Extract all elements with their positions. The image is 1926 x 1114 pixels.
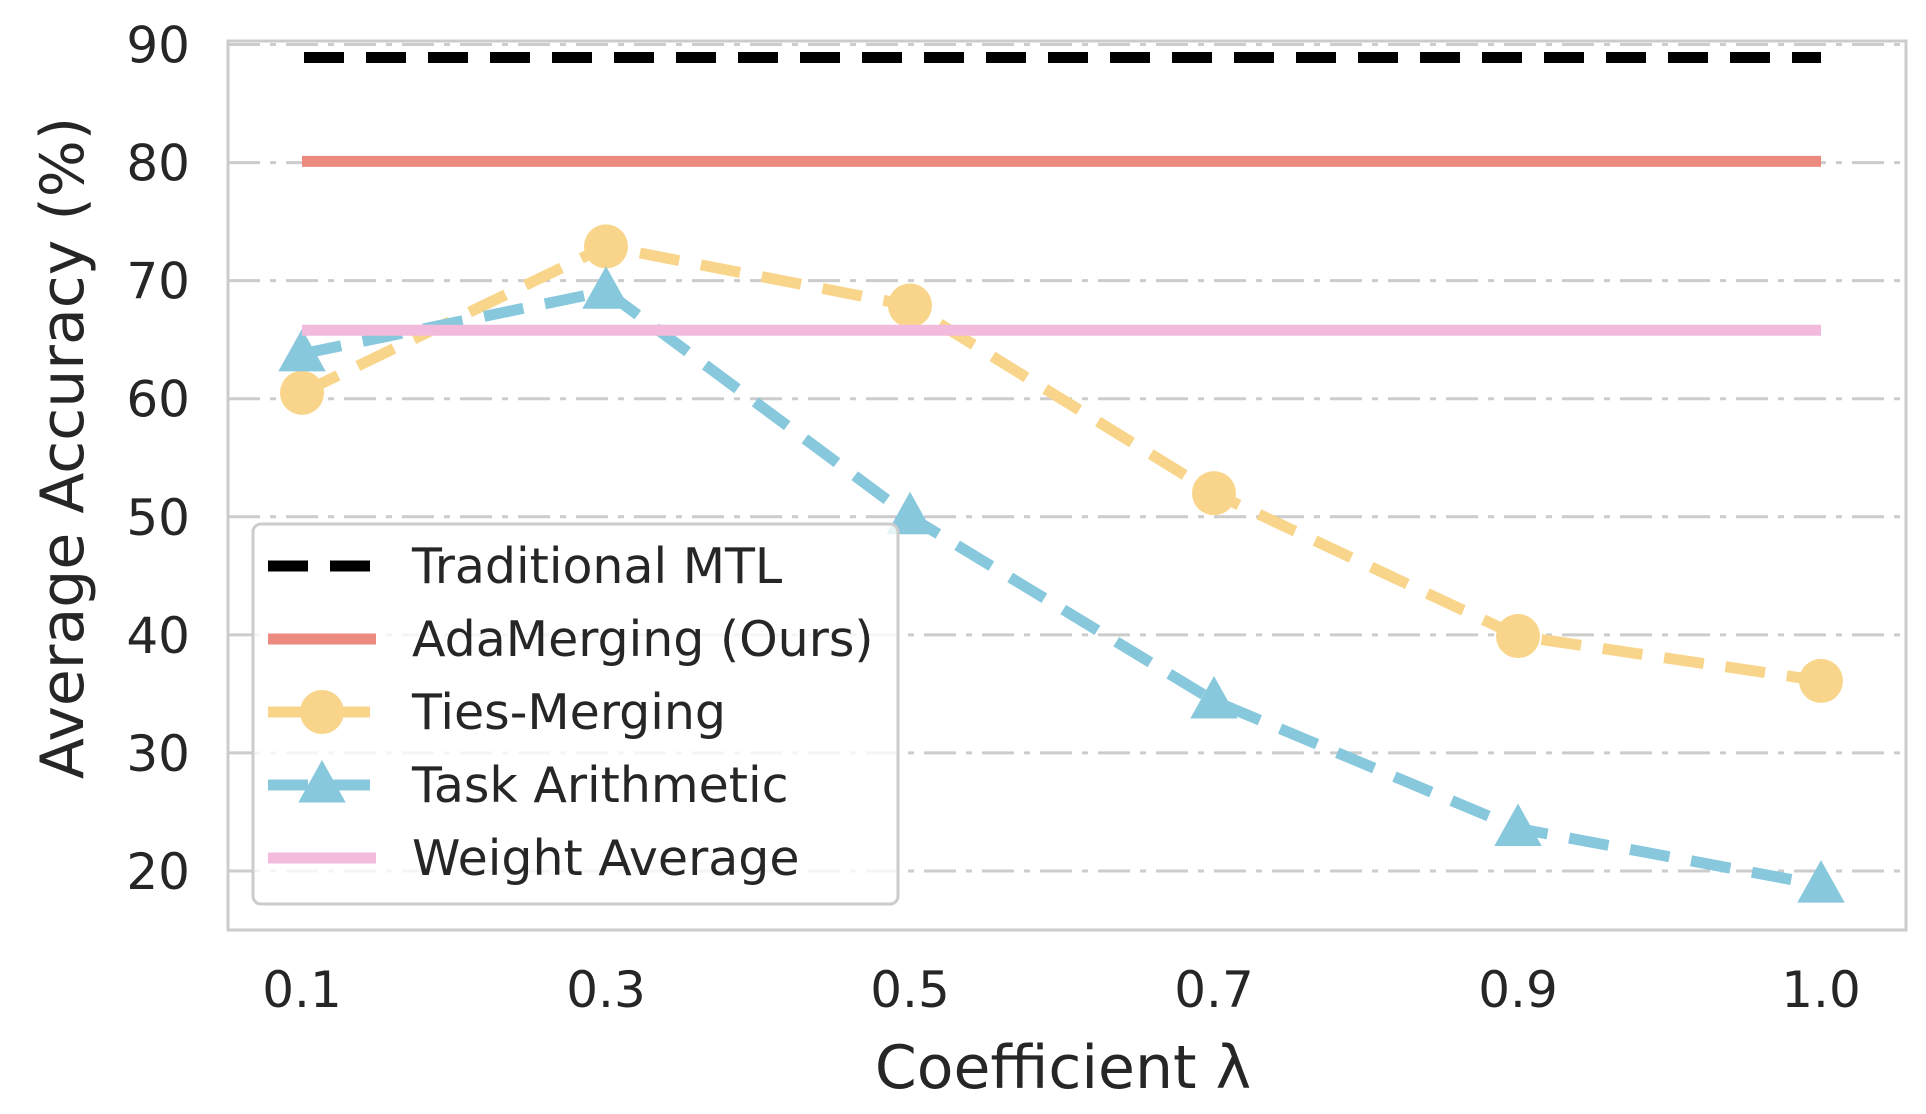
x-tick-label: 0.9 xyxy=(1478,961,1558,1019)
legend-marker xyxy=(298,760,346,803)
data-point xyxy=(280,370,324,415)
series-task-arithmetic xyxy=(278,266,1845,903)
legend-label: Ties-Merging xyxy=(411,684,726,741)
y-tick-labels: 20 30 40 50 60 70 80 90 xyxy=(126,17,190,901)
x-tick-label: 0.1 xyxy=(262,961,342,1019)
series-layer xyxy=(278,52,1845,903)
data-point xyxy=(1496,614,1540,659)
y-tick-label: 90 xyxy=(126,17,190,75)
legend-label: AdaMerging (Ours) xyxy=(412,611,873,668)
legend-entry-task-arithmetic: Task Arithmetic xyxy=(268,757,789,814)
series-line-ties-merging xyxy=(299,240,1822,687)
data-point xyxy=(1799,658,1843,703)
y-tick-label: 60 xyxy=(126,371,190,429)
x-tick-label: 0.7 xyxy=(1174,961,1254,1019)
data-point xyxy=(582,266,630,309)
y-tick-label: 70 xyxy=(126,253,190,311)
plot-frame xyxy=(226,39,1908,932)
data-point xyxy=(1494,803,1542,846)
legend-entry-traditional-mtl: Traditional MTL xyxy=(268,538,783,595)
x-tick-label: 0.5 xyxy=(870,961,950,1019)
x-axis-title: Coefficient λ xyxy=(875,1033,1251,1103)
y-tick-label: 30 xyxy=(126,725,190,783)
legend-label: Traditional MTL xyxy=(411,538,783,595)
data-point xyxy=(278,328,326,372)
y-tick-label: 50 xyxy=(126,489,190,547)
data-point xyxy=(584,224,628,269)
y-tick-label: 20 xyxy=(126,843,190,901)
legend-marker xyxy=(300,690,344,734)
series-line-task-arithmetic xyxy=(300,285,1823,891)
data-point xyxy=(888,283,932,328)
legend-entry-ties-merging: Ties-Merging xyxy=(268,684,726,741)
data-point xyxy=(1190,675,1238,719)
y-tick-label: 40 xyxy=(126,607,190,665)
x-tick-label: 1.0 xyxy=(1781,961,1861,1019)
data-point xyxy=(1797,860,1845,903)
y-tick-label: 80 xyxy=(126,135,190,193)
x-tick-labels: 0.1 0.3 0.5 0.7 0.9 1.0 xyxy=(262,961,1861,1019)
legend: Traditional MTL AdaMerging (Ours) Ties-Mer… xyxy=(251,522,900,906)
x-tick-label: 0.3 xyxy=(566,961,646,1019)
legend-label: Task Arithmetic xyxy=(411,757,789,814)
legend-box xyxy=(251,522,900,906)
legend-entry-weight-average: Weight Average xyxy=(268,830,800,887)
series-ties-merging xyxy=(280,224,1843,703)
legend-entries: Traditional MTL AdaMerging (Ours) Ties-Mer… xyxy=(268,538,873,887)
legend-label: Weight Average xyxy=(412,830,800,887)
data-point xyxy=(886,491,934,535)
legend-entry-adamerging-ours: AdaMerging (Ours) xyxy=(268,611,873,668)
data-point xyxy=(1192,471,1236,516)
y-axis-title: Average Accuracy (%) xyxy=(28,117,98,779)
